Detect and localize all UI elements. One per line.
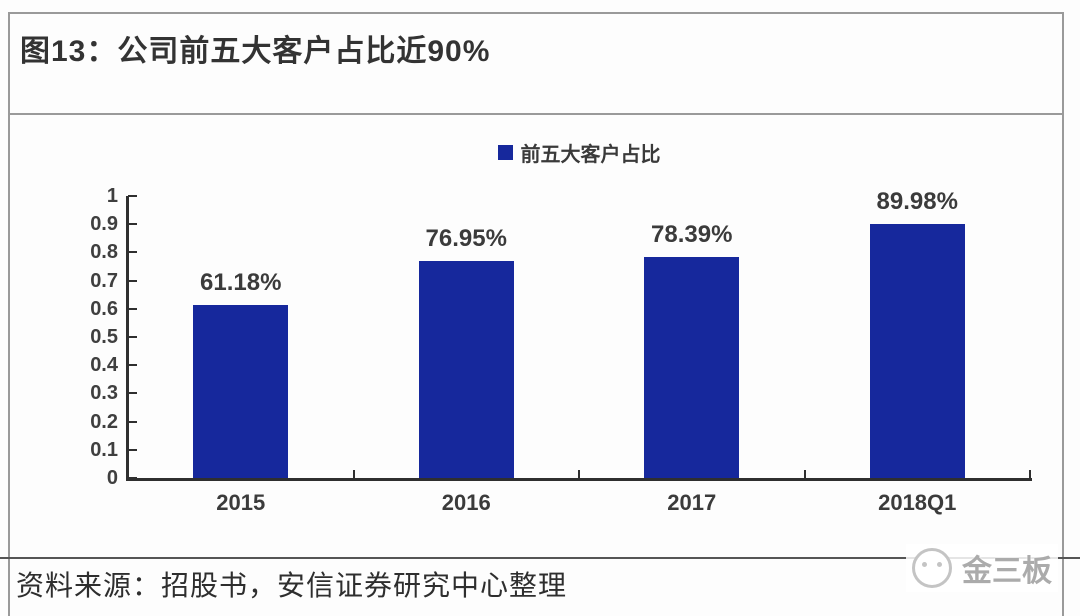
chart-legend: 前五大客户占比: [128, 138, 1030, 167]
x-axis-tick: [1029, 470, 1031, 478]
x-axis-tick: [803, 470, 806, 478]
y-axis-tick: [128, 307, 137, 310]
watermark: 金三板: [906, 544, 1058, 592]
y-axis-tick: [128, 448, 137, 451]
y-axis-label: 1: [106, 185, 118, 207]
y-axis-tick: [128, 392, 137, 395]
frame-right-border: [1062, 12, 1064, 616]
frame-top-border: [8, 12, 1064, 14]
legend-swatch-icon: [497, 145, 513, 160]
x-axis-label: 2018Q1: [878, 490, 957, 515]
y-axis-tick: [128, 420, 137, 423]
figure-title: 图13：公司前五大客户占比近90%: [20, 35, 491, 68]
y-axis-label: 0: [106, 467, 118, 489]
y-axis-label: 0.9: [90, 213, 118, 236]
y-axis-label: 0.7: [90, 269, 118, 292]
y-axis-label: 0.1: [90, 438, 118, 461]
bar: [869, 224, 965, 478]
bar-value-label: 89.98%: [876, 188, 958, 215]
y-axis-tick: [128, 251, 137, 254]
y-axis-tick: [128, 477, 137, 479]
y-axis-label: 0.5: [90, 326, 118, 348]
watermark-label: 金三板: [962, 555, 1052, 588]
bar-value-label: 61.18%: [200, 269, 282, 296]
y-axis-tick: [128, 223, 137, 226]
x-axis: [126, 478, 1032, 481]
y-axis-label: 0.2: [90, 410, 118, 433]
x-axis-label: 2015: [216, 490, 266, 515]
bar: [418, 261, 514, 478]
source-divider: [0, 557, 1080, 559]
y-axis-label: 0.4: [90, 354, 118, 377]
y-axis-tick: [128, 364, 137, 367]
y-axis-tick: [128, 195, 137, 197]
x-axis-label: 2017: [667, 490, 717, 515]
y-axis-tick: [128, 336, 137, 338]
bar-value-label: 76.95%: [425, 225, 507, 252]
source-note: 资料来源：招股书，安信证券研究中心整理: [16, 570, 568, 601]
legend-label: 前五大客户占比: [520, 144, 661, 166]
title-divider: [8, 113, 1064, 115]
y-axis: [126, 196, 129, 481]
bar-value-label: 78.39%: [651, 221, 733, 248]
x-axis-label: 2016: [441, 490, 491, 515]
x-axis-tick: [352, 470, 355, 478]
jinsanban-logo-icon: [912, 548, 952, 588]
x-axis-tick: [578, 470, 580, 478]
bar: [193, 305, 289, 478]
y-axis-tick: [128, 279, 137, 282]
y-axis-label: 0.6: [90, 297, 118, 320]
y-axis-label: 0.3: [90, 382, 118, 405]
y-axis-label: 0.8: [90, 241, 118, 264]
bar: [644, 257, 740, 478]
frame-left-border: [8, 12, 10, 616]
